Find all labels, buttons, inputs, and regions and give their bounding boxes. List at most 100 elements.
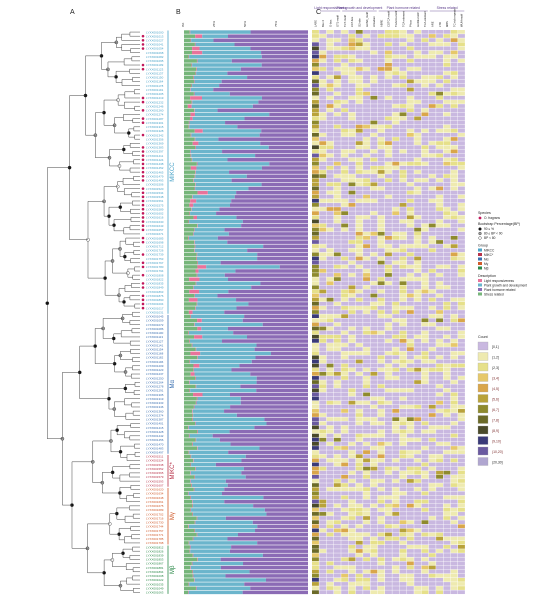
heat-cell — [406, 376, 414, 380]
heat-cell — [348, 190, 356, 195]
species-dot — [141, 158, 145, 162]
heat-cell — [436, 442, 443, 446]
tree-branch — [129, 225, 140, 231]
heat-cell — [458, 334, 465, 339]
heat-cell — [428, 71, 436, 75]
bar-segment — [231, 199, 308, 203]
heat-cell — [355, 454, 363, 459]
heat-cell — [436, 429, 443, 434]
heat-cell — [414, 137, 422, 141]
heat-cell — [414, 507, 422, 512]
legend-count-swatch — [477, 425, 489, 435]
heat-cell — [436, 128, 443, 133]
heat-cell — [458, 384, 465, 389]
tree-branch — [130, 349, 140, 354]
bar-segment — [240, 384, 308, 389]
heat-cell — [414, 128, 422, 133]
tip-label: LYXX001479 — [146, 174, 164, 178]
heat-cell — [326, 573, 334, 578]
heat-cell — [333, 573, 341, 578]
bar-segment — [229, 549, 308, 553]
bar-segment — [196, 59, 198, 63]
heat-cell — [377, 306, 385, 310]
tip-label: LYXX001483 — [146, 446, 164, 450]
legend-count-swatch — [477, 341, 489, 351]
species-dot — [141, 216, 145, 219]
heat-cell — [333, 330, 341, 335]
bar-segment — [184, 75, 194, 80]
heat-cell — [399, 454, 407, 459]
heat-cell — [385, 442, 392, 446]
heat-cell — [399, 314, 407, 318]
heat-cell — [458, 330, 465, 335]
bar-segment — [184, 87, 191, 92]
bar-segment — [224, 273, 308, 277]
bar-segment — [201, 326, 228, 331]
heat-cell — [363, 54, 370, 59]
heat-cell — [392, 75, 400, 80]
bar-segment — [199, 46, 251, 51]
heat-cell — [319, 277, 327, 281]
heat-cell — [443, 231, 451, 236]
bar-segment — [184, 223, 198, 228]
bar-segment — [201, 318, 243, 323]
heat-cell — [421, 137, 429, 141]
heat-cell — [385, 149, 392, 154]
heat-cell — [443, 227, 451, 232]
heat-cell — [319, 351, 327, 356]
heat-cell — [458, 281, 465, 286]
tip-label: LYXX001442 — [146, 434, 164, 438]
heat-cell — [392, 322, 400, 327]
heat-cell — [348, 149, 356, 154]
heat-cell — [392, 499, 400, 504]
heat-cell — [348, 100, 356, 104]
bar-segment — [192, 195, 235, 199]
heat-cell — [348, 87, 356, 92]
heat-cell — [341, 483, 349, 487]
heat-cell — [355, 417, 363, 421]
heat-cell — [326, 334, 334, 339]
bar-segment — [195, 34, 203, 38]
species-dot — [141, 43, 145, 46]
heat-cell — [370, 516, 378, 520]
heat-cell — [385, 170, 392, 174]
heat-cell — [326, 376, 334, 380]
heat-cell — [392, 42, 400, 47]
heat-cell — [458, 429, 465, 434]
bar-segment — [184, 425, 189, 430]
heat-cell — [414, 396, 422, 401]
heat-cell — [377, 42, 385, 47]
heat-cell — [333, 223, 341, 228]
bar-segment — [190, 549, 230, 553]
bar-segment — [196, 67, 197, 71]
heat-cell — [377, 487, 385, 492]
heat-cell — [392, 549, 400, 553]
tip-label: LYXX001675 — [146, 504, 164, 508]
heat-cell — [436, 145, 443, 150]
bar-segment — [198, 141, 261, 146]
heat-cell — [458, 273, 465, 277]
heat-cell — [406, 157, 414, 162]
heat-cell — [377, 376, 385, 380]
heat-cell — [348, 112, 356, 117]
heat-column-label: MBS — [445, 21, 449, 27]
heat-cell — [319, 536, 327, 541]
heat-cell — [458, 359, 465, 364]
heat-cell — [436, 260, 443, 265]
heat-cell — [385, 273, 392, 277]
heat-cell — [348, 491, 356, 496]
heat-cell — [377, 120, 385, 125]
heat-cell — [458, 524, 465, 529]
heat-cell — [450, 565, 458, 570]
bar-segment — [189, 277, 200, 282]
heat-cell — [370, 190, 378, 195]
bar-segment — [184, 532, 197, 537]
species-dot — [141, 253, 145, 256]
heat-cell — [355, 561, 363, 566]
heat-cell — [414, 499, 422, 504]
heat-cell — [450, 446, 458, 450]
heat-cell — [333, 301, 341, 306]
heat-cell — [348, 207, 356, 211]
heat-column-label: ARE — [430, 21, 434, 27]
bar-segment — [184, 141, 193, 146]
